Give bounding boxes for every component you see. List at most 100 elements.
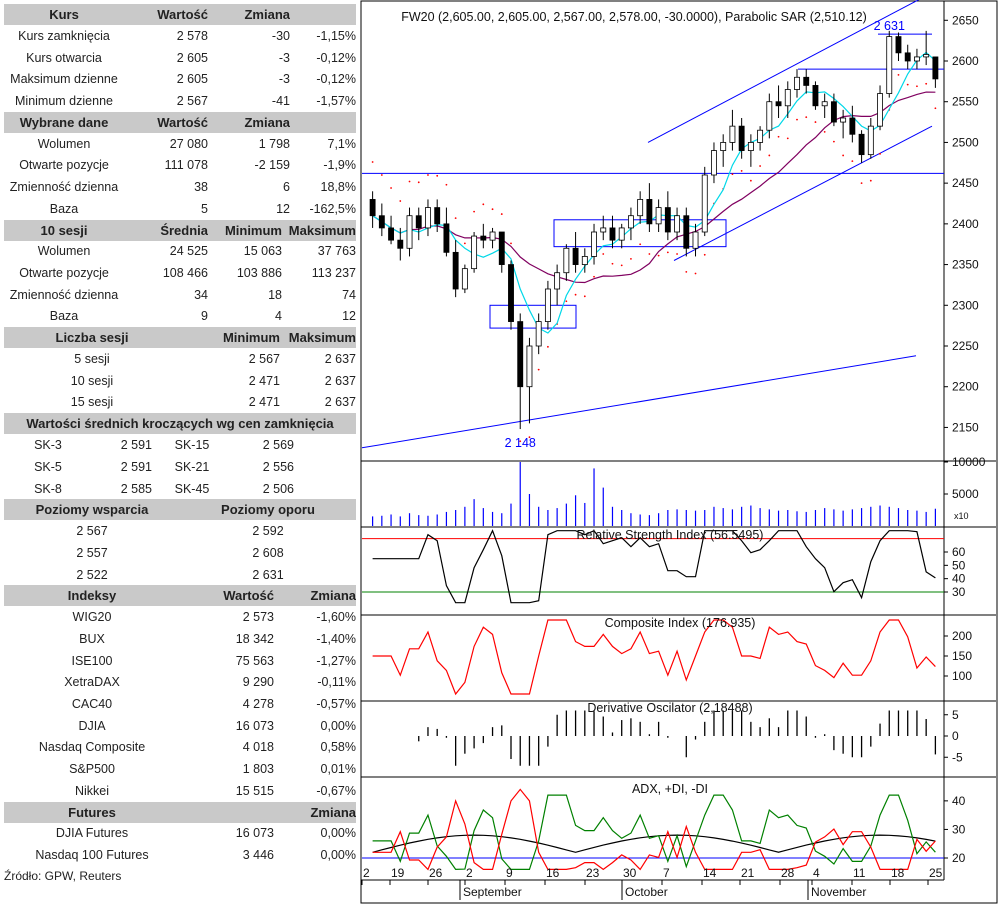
- sar-dot: [500, 213, 503, 215]
- candle-body: [535, 321, 542, 347]
- table-header: Kurs Wartość Zmiana: [4, 4, 356, 25]
- candle-body: [591, 231, 597, 257]
- sar-dot: [916, 85, 918, 88]
- sar-dot: [731, 173, 734, 176]
- table-header-cell: Wartości średnich kroczących wg cen zamk…: [26, 416, 334, 432]
- table-row-cell: S&P500: [69, 762, 115, 777]
- table-row-cell: 111 078: [164, 158, 208, 173]
- chart-canvas[interactable]: 2150220022502300235024002450250025502600…: [360, 0, 1006, 911]
- table-row-cell: -0,67%: [316, 783, 356, 798]
- table-row: 5 sesji 2 567 2 637: [4, 348, 356, 370]
- table-row: Minimum dzienne 2 567 -41 -1,57%: [4, 90, 356, 112]
- table-row-cell: 6: [283, 179, 290, 194]
- table-row: Baza 9 4 12: [4, 306, 356, 328]
- table-row-cell: -3: [278, 72, 290, 87]
- table-row: Kurs zamknięcia 2 578 -30 -1,15%: [4, 25, 356, 47]
- table-row-cell: CAC40: [71, 697, 113, 712]
- composite-title: Composite Index (176.935): [605, 616, 756, 630]
- price-axis-label: 2400: [952, 217, 979, 231]
- x-axis-label: 2: [466, 866, 473, 880]
- sar-dot: [583, 295, 586, 298]
- rsi-axis-label: 60: [952, 545, 966, 559]
- sar-dot: [777, 135, 780, 138]
- x-axis-label: 9: [506, 866, 513, 880]
- sar-dot: [685, 271, 688, 273]
- price-axis-label: 2650: [952, 13, 979, 27]
- table-row-cell: Maksimum dzienne: [10, 72, 118, 87]
- sar-dot: [436, 174, 439, 177]
- table-row-cell: Kurs zamknięcia: [18, 28, 110, 43]
- source-note: Źródło: GPW, Reuters: [4, 869, 122, 883]
- table-row-cell: Nikkei: [74, 783, 110, 798]
- sar-dot: [740, 170, 743, 172]
- table-row-cell: -1,40%: [316, 631, 356, 646]
- table-row-cell: 7,1%: [327, 136, 357, 151]
- candle-body: [609, 227, 616, 241]
- x-axis-month: September: [463, 885, 522, 899]
- table-row-cell: 2 592: [252, 524, 284, 539]
- candle-body: [858, 133, 865, 156]
- table-header-cell: Wartość: [223, 588, 274, 604]
- table-row: SK-3 2 591 SK-15 2 569: [4, 434, 356, 456]
- table-header-cell: 10 sesji: [40, 222, 88, 238]
- candle-body: [369, 199, 376, 217]
- candle-body: [461, 268, 468, 290]
- table-row: Zmienność dzienna 34 18 74: [4, 284, 356, 306]
- table-row-cell: ISE100: [71, 653, 113, 668]
- sar-dot: [611, 262, 614, 265]
- table-row-cell: 15 515: [235, 783, 274, 798]
- table-row-cell: 74: [342, 287, 356, 302]
- x-axis-month: November: [811, 885, 866, 899]
- price-axis-label: 2600: [952, 54, 979, 68]
- table-row-cell: 2 608: [252, 545, 284, 560]
- table-row-cell: Wolumen: [37, 136, 91, 151]
- candle-body: [747, 142, 754, 151]
- table-row-cell: 0,01%: [320, 762, 356, 777]
- candle-body: [378, 215, 385, 229]
- table-header-cell: Maksimum: [288, 330, 356, 346]
- rsi-title: Relative Strength Index (56.5495): [577, 528, 764, 542]
- candle-body: [757, 129, 764, 143]
- sar-dot: [463, 242, 466, 245]
- table-row: BUX 18 342 -1,40%: [4, 628, 356, 650]
- sar-dot: [934, 107, 937, 110]
- table-row: Zmienność dzienna 38 6 18,8%: [4, 176, 356, 198]
- sar-dot: [833, 140, 835, 143]
- table-row: Otwarte pozycje 108 466 103 886 113 237: [4, 262, 356, 284]
- table-row-cell: 113 237: [311, 266, 356, 281]
- table-row-cell: 34: [194, 287, 208, 302]
- table-row-cell: 2 631: [252, 567, 284, 582]
- sar-dot: [417, 181, 420, 184]
- table-row: Otwarte pozycje 111 078 -2 159 -1,9%: [4, 154, 356, 176]
- candle-body: [406, 215, 413, 249]
- table-row-cell: -0,12%: [316, 50, 356, 65]
- candle-body: [692, 231, 699, 249]
- consolidation-box: [489, 304, 577, 329]
- sma-fast-line: [372, 51, 936, 334]
- sar-dot: [445, 183, 448, 186]
- table-row-cell: -1,15%: [316, 28, 356, 43]
- sar-dot: [759, 165, 761, 167]
- candle-body: [544, 288, 551, 322]
- candle-body: [572, 247, 579, 265]
- table-row-cell: 2 557: [76, 545, 108, 560]
- table-row: 2 557 2 608: [4, 542, 356, 564]
- table-row-cell: -0,12%: [316, 72, 356, 87]
- x-axis-label: 16: [546, 866, 560, 880]
- chart-title: FW20 (2,605.00, 2,605.00, 2,567.00, 2,57…: [401, 10, 867, 24]
- sar-dot: [620, 264, 623, 267]
- candle-body: [508, 264, 514, 322]
- table-row: Maksimum dzienne 2 605 -3 -0,12%: [4, 68, 356, 90]
- table-header-cell: Minimum: [222, 330, 280, 346]
- table-row-cell: 0,00%: [320, 826, 356, 841]
- price-axis-label: 2450: [952, 176, 979, 190]
- candle-body: [443, 223, 450, 253]
- composite-line: [372, 619, 936, 696]
- candle-body: [452, 251, 459, 290]
- volume-axis-label: 10000: [952, 455, 986, 469]
- fw20-chart[interactable]: 2150 2200 2250 2300 2350 2400 2450 2500 2550 2600…: [360, 0, 1006, 911]
- price-axis-label: 2250: [952, 339, 979, 353]
- table-row-cell: 10 sesji: [70, 373, 114, 388]
- sma-slow-line: [372, 91, 936, 284]
- table-row-cell: 37 763: [317, 244, 356, 259]
